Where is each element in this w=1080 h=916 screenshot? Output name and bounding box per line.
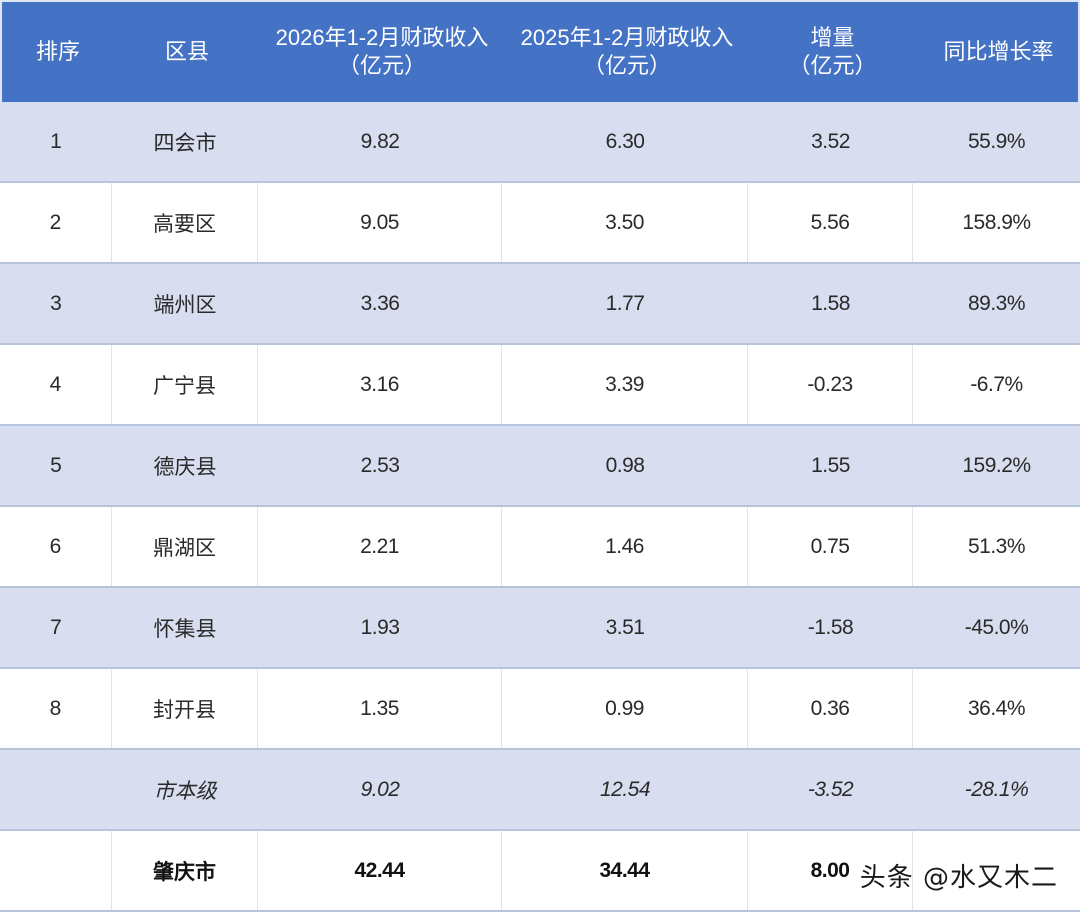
delta-cell: 1.55: [811, 453, 850, 477]
rank-cell: 2: [0, 183, 112, 262]
delta-cell: 0.36: [748, 669, 913, 748]
yoy-cell: 51.3%: [967, 534, 1026, 558]
revenue-2026-cell: 1.93: [360, 615, 400, 639]
revenue-2025-cell: 1.77: [605, 291, 645, 315]
revenue-2025-cell: 12.54: [599, 777, 651, 801]
delta-cell: -3.52: [807, 777, 854, 801]
district-cell: 封开县: [112, 669, 258, 748]
district-cell: 高要区: [112, 183, 258, 262]
yoy-cell: -6.7%: [970, 372, 1023, 396]
total-row: 肇庆市 42.44 34.44 8.00: [0, 831, 1080, 912]
header-district: 区县: [164, 39, 209, 64]
table-row: 5 德庆县 2.53 0.98 1.55 159.2%: [0, 426, 1080, 507]
district-cell: 鼎湖区: [112, 507, 258, 586]
rank-cell: 8: [0, 669, 112, 748]
district-cell: 怀集县: [153, 617, 217, 641]
header-revenue-2025: 2025年1-2月财政收入 （亿元）: [520, 25, 734, 78]
district-cell: 四会市: [153, 131, 217, 155]
table-row: 6 鼎湖区 2.21 1.46 0.75 51.3%: [0, 507, 1080, 588]
revenue-2025-cell: 6.30: [605, 129, 645, 153]
yoy-cell: 158.9%: [962, 210, 1031, 234]
table-row: 3 端州区 3.36 1.77 1.58 89.3%: [0, 264, 1080, 345]
header-revenue-2026: 2026年1-2月财政收入 （亿元）: [275, 25, 489, 78]
revenue-2026-cell: 9.82: [360, 129, 400, 153]
rank-cell: 5: [50, 453, 62, 477]
delta-cell: -0.23: [748, 345, 913, 424]
rank-cell: [0, 750, 112, 829]
revenue-2026-cell: 9.05: [258, 183, 502, 262]
yoy-cell: 89.3%: [967, 291, 1026, 315]
rank-cell: 3: [50, 291, 62, 315]
revenue-2026-cell: 42.44: [258, 831, 502, 910]
table-row: 2 高要区 9.05 3.50 5.56 158.9%: [0, 183, 1080, 264]
rank-cell: 4: [0, 345, 112, 424]
revenue-2026-cell: 3.36: [360, 291, 400, 315]
district-cell: 德庆县: [153, 455, 217, 479]
district-cell: 市本级: [153, 779, 217, 803]
revenue-2026-cell: 3.16: [258, 345, 502, 424]
delta-cell: 0.75: [748, 507, 913, 586]
revenue-2026-cell: 1.35: [258, 669, 502, 748]
revenue-2025-cell: 1.46: [502, 507, 748, 586]
district-cell: 端州区: [153, 293, 217, 317]
table-row: 1 四会市 9.82 6.30 3.52 55.9%: [0, 102, 1080, 183]
yoy-cell: -28.1%: [964, 777, 1029, 801]
revenue-2025-cell: 3.50: [502, 183, 748, 262]
rank-cell: 1: [50, 129, 62, 153]
rank-cell: 6: [0, 507, 112, 586]
rank-cell: [0, 831, 112, 910]
revenue-2026-cell: 2.53: [360, 453, 400, 477]
header-delta: 增量 （亿元）: [788, 25, 877, 78]
yoy-cell: -45.0%: [964, 615, 1029, 639]
revenue-2025-cell: 0.99: [502, 669, 748, 748]
city-level-row: 市本级 9.02 12.54 -3.52 -28.1%: [0, 750, 1080, 831]
delta-cell: -1.58: [807, 615, 854, 639]
district-cell: 肇庆市: [112, 831, 258, 910]
yoy-cell: 159.2%: [962, 453, 1031, 477]
table-row: 8 封开县 1.35 0.99 0.36 36.4%: [0, 669, 1080, 750]
yoy-cell: 36.4%: [967, 696, 1026, 720]
revenue-2025-cell: 3.51: [605, 615, 645, 639]
rank-cell: 7: [50, 615, 62, 639]
watermark: 头条 @水又木二: [859, 863, 1058, 893]
delta-cell: 5.56: [748, 183, 913, 262]
header-rank: 排序: [35, 39, 80, 64]
table-row: 4 广宁县 3.16 3.39 -0.23 -6.7%: [0, 345, 1080, 426]
revenue-2026-cell: 2.21: [258, 507, 502, 586]
delta-cell: 3.52: [811, 129, 850, 153]
delta-cell: 8.00: [748, 831, 913, 910]
revenue-2025-cell: 3.39: [502, 345, 748, 424]
delta-cell: 1.58: [811, 291, 850, 315]
revenue-2025-cell: 0.98: [605, 453, 645, 477]
revenue-2025-cell: 34.44: [502, 831, 748, 910]
revenue-2026-cell: 9.02: [360, 777, 400, 801]
table-row: 7 怀集县 1.93 3.51 -1.58 -45.0%: [0, 588, 1080, 669]
table-header: 排序 区县 2026年1-2月财政收入 （亿元） 2025年1-2月财政收入 （…: [0, 2, 1080, 102]
district-cell: 广宁县: [112, 345, 258, 424]
yoy-cell: 55.9%: [967, 129, 1026, 153]
header-yoy: 同比增长率: [943, 39, 1054, 64]
